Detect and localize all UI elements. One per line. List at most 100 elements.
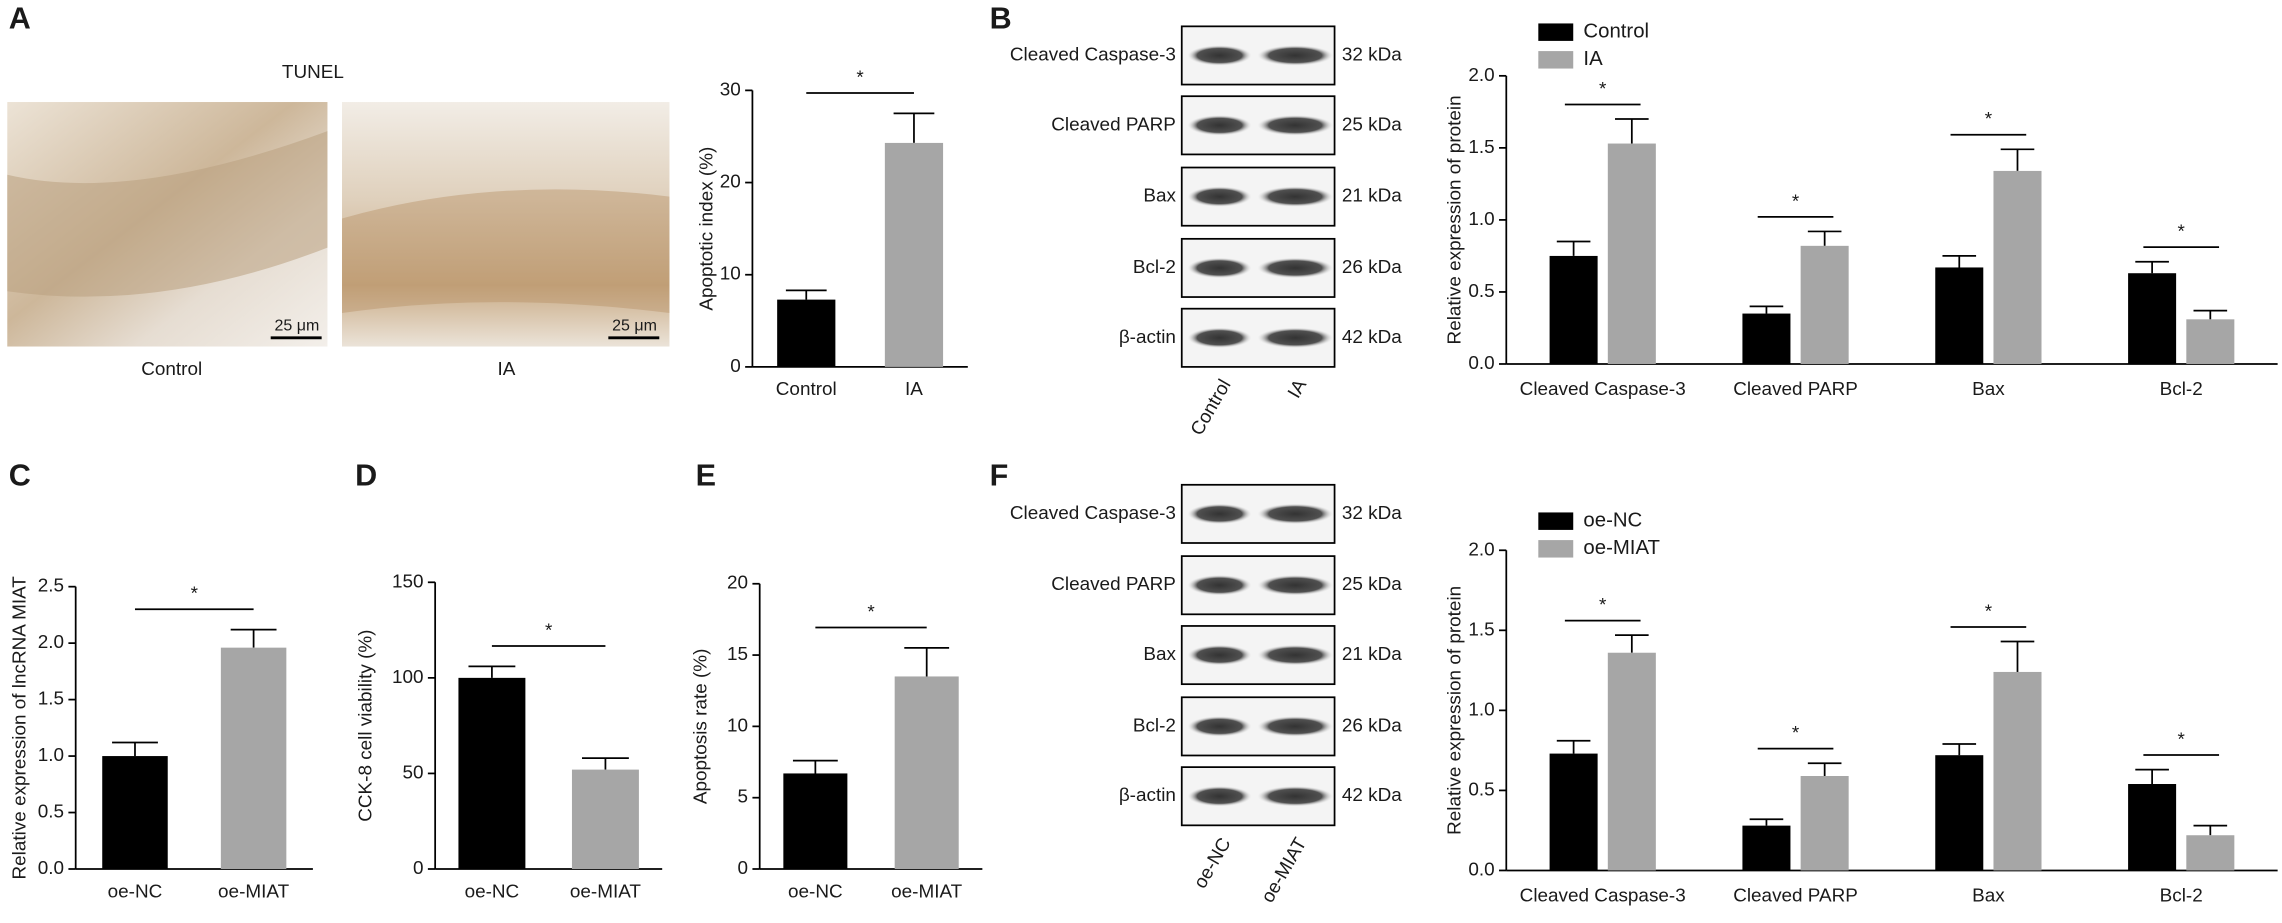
blot-band (1187, 644, 1252, 666)
error-bar (2135, 260, 2169, 274)
legend-label: oe-NC (1583, 510, 1642, 532)
y-tick-label: 0 (738, 858, 749, 879)
y-axis-label: Relative expression of lncRNA MIAT (9, 576, 30, 880)
blot-row-label: Bcl-2 (1133, 715, 1176, 736)
significance-mark: * (867, 602, 875, 623)
blot-row-label: β-actin (1119, 327, 1176, 348)
scale-bar-label: 25 μm (612, 317, 657, 334)
blot-size-label: 26 kDa (1342, 257, 1402, 278)
legend-swatch (1538, 512, 1574, 530)
panel-label: B (990, 2, 1012, 36)
bar (2128, 784, 2177, 871)
bar (1549, 753, 1598, 871)
panel-label: E (696, 459, 716, 493)
blot-band (1187, 786, 1252, 807)
y-tick-label: 0 (413, 858, 424, 879)
blot-size-label: 32 kDa (1342, 503, 1402, 524)
blot-band (1187, 115, 1252, 136)
error-bar (1615, 118, 1649, 144)
significance-mark: * (545, 620, 553, 641)
blot-lane-label: oe-MIAT (1257, 834, 1311, 906)
y-tick-label: 0.0 (1468, 353, 1494, 374)
panel-label: D (355, 459, 377, 493)
y-tick-label: 10 (727, 715, 748, 736)
y-tick-label: 2.0 (1468, 65, 1494, 86)
bar (2128, 273, 2177, 364)
x-tick-label: Bcl-2 (2160, 379, 2203, 400)
blot-band (1257, 327, 1334, 348)
significance-mark: * (856, 67, 864, 88)
blot-row-label: Cleaved Caspase-3 (1010, 44, 1176, 65)
blot-band (1257, 257, 1334, 279)
scale-bar-label: 25 μm (274, 317, 319, 334)
significance-mark: * (191, 584, 199, 605)
blot-size-label: 25 kDa (1342, 574, 1402, 595)
y-tick-label: 20 (727, 573, 748, 594)
panel-label: C (9, 459, 31, 493)
bar (1935, 267, 1984, 364)
blot-band (1257, 186, 1334, 207)
bar (884, 142, 944, 367)
x-tick-label: IA (905, 379, 923, 400)
significance-mark: * (1599, 79, 1607, 100)
micrograph-label: Control (141, 359, 202, 380)
y-tick-label: 0.5 (1468, 779, 1494, 800)
y-tick-label: 100 (392, 667, 424, 688)
y-axis-label: Relative expression of protein (1444, 586, 1465, 835)
x-tick-label: oe-MIAT (891, 881, 963, 902)
y-tick-label: 30 (720, 79, 741, 100)
y-tick-label: 1.5 (1468, 137, 1494, 158)
y-tick-label: 2.0 (38, 632, 64, 653)
y-tick-label: 0 (730, 356, 741, 377)
blot-band (1257, 644, 1334, 666)
bar (777, 299, 836, 367)
panel-label: A (9, 2, 31, 36)
blot-row-label: Bax (1143, 186, 1176, 207)
micrograph-label: IA (498, 359, 516, 380)
blot-band (1257, 115, 1334, 136)
bar (1607, 143, 1656, 364)
x-tick-label: Bax (1972, 886, 2005, 907)
x-tick-label: Cleaved Caspase-3 (1520, 379, 1686, 400)
y-axis-label: Apoptotic index (%) (696, 147, 717, 311)
blot-row-label: Cleaved Caspase-3 (1010, 503, 1176, 524)
x-tick-label: oe-MIAT (570, 881, 642, 902)
error-bar (1942, 255, 1977, 268)
blot-band (1257, 575, 1334, 596)
bar (1800, 245, 1849, 364)
bar (458, 677, 526, 869)
blot-size-label: 42 kDa (1342, 785, 1402, 806)
legend-swatch (1538, 23, 1574, 41)
bar (783, 773, 848, 869)
significance-mark: * (1985, 601, 1993, 622)
bar (1993, 671, 2042, 871)
blot-lane-label: IA (1284, 376, 1311, 402)
y-tick-label: 50 (402, 762, 423, 783)
blot-row-label: β-actin (1119, 785, 1176, 806)
error-bar (2000, 148, 2035, 171)
y-tick-label: 1.5 (1468, 619, 1494, 640)
blot-band (1187, 575, 1252, 596)
y-tick-label: 1.0 (38, 745, 64, 766)
y-tick-label: 0.5 (1468, 281, 1494, 302)
blot-size-label: 26 kDa (1342, 715, 1402, 736)
blot-row-label: Bcl-2 (1133, 257, 1176, 278)
blot-row-label: Cleaved PARP (1051, 574, 1176, 595)
legend-label: IA (1583, 48, 1603, 70)
error-bar (2193, 309, 2228, 320)
error-bar (468, 665, 516, 678)
blot-band (1187, 503, 1252, 525)
blot-size-label: 42 kDa (1342, 327, 1402, 348)
bar (1549, 255, 1598, 364)
error-bar (792, 759, 838, 774)
tissue-layer (342, 189, 670, 314)
y-tick-label: 150 (392, 571, 424, 592)
x-tick-label: oe-NC (465, 881, 520, 902)
blot-row-label: Cleaved PARP (1051, 114, 1176, 135)
error-bar (893, 112, 935, 143)
micrograph-title: TUNEL (282, 62, 344, 83)
y-axis-label: Apoptosis rate (%) (690, 649, 711, 805)
blot-size-label: 21 kDa (1342, 644, 1402, 665)
x-tick-label: oe-NC (108, 881, 163, 902)
